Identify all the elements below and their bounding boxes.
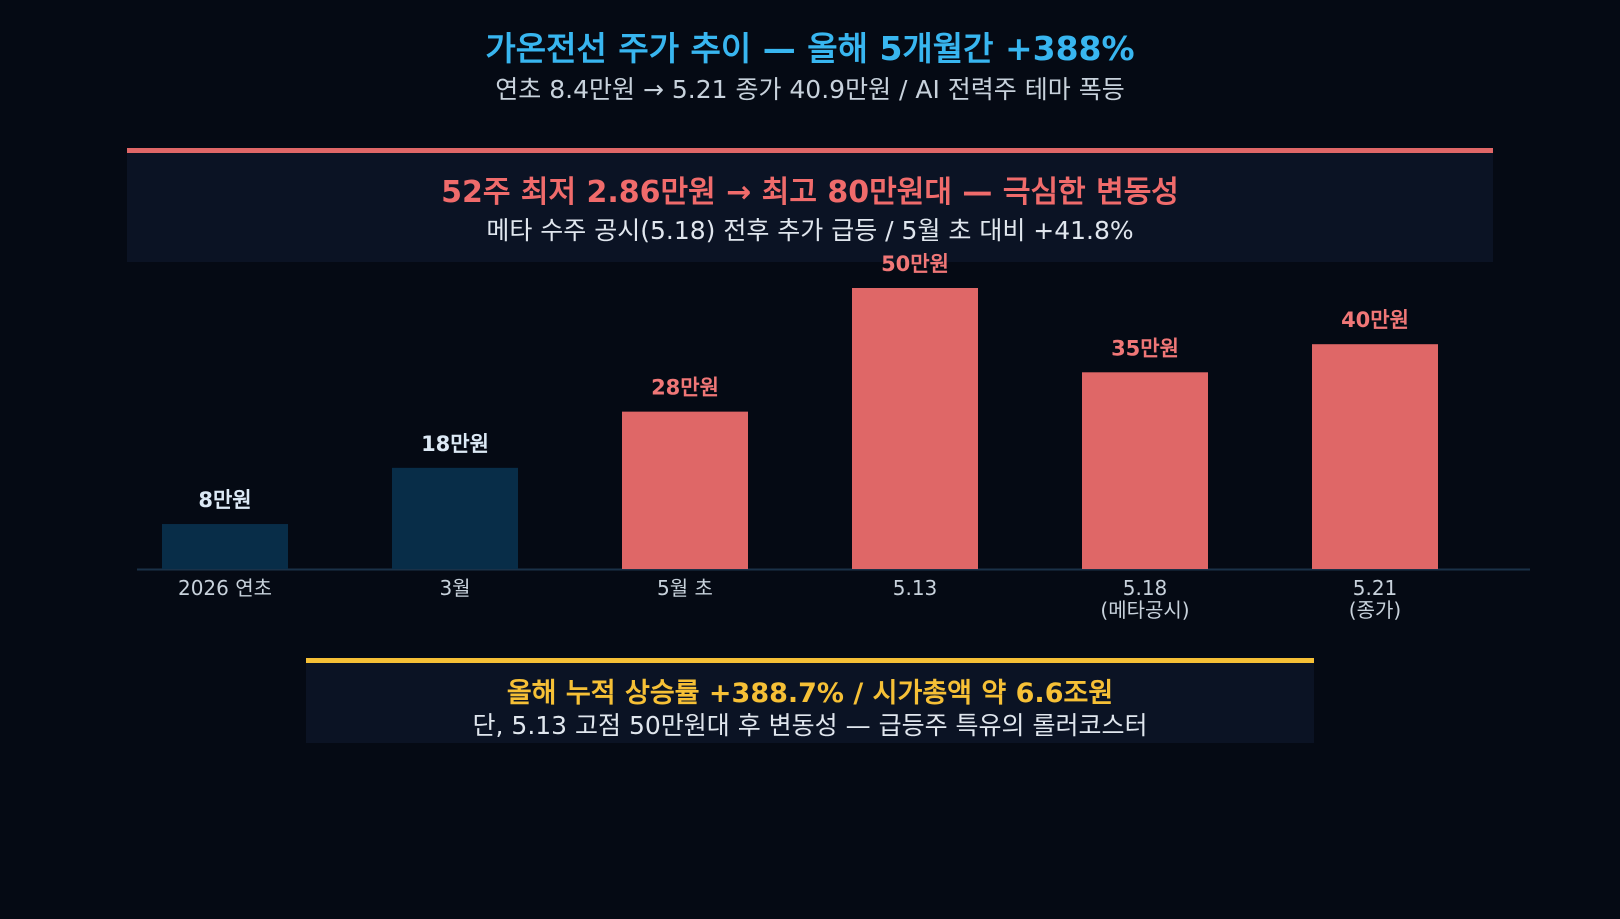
x-tick-label-4-line-1: (메타공시) bbox=[1100, 598, 1189, 622]
x-tick-label-0: 2026 연초 bbox=[178, 576, 272, 600]
x-tick-label-5: 5.21 bbox=[1353, 576, 1398, 600]
x-tick-label-1: 3월 bbox=[439, 576, 470, 600]
bar-4 bbox=[1082, 372, 1208, 569]
summary-box-subtitle: 단, 5.13 고점 50만원대 후 변동성 — 급등주 특유의 롤러코스터 bbox=[472, 711, 1148, 740]
data-label-3: 50만원 bbox=[881, 252, 949, 276]
bar-5 bbox=[1312, 344, 1438, 569]
highlight-box-title: 52주 최저 2.86만원 → 최고 80만원대 — 극심한 변동성 bbox=[441, 175, 1179, 210]
data-label-0: 8만원 bbox=[198, 488, 251, 512]
chart-subtitle: 연초 8.4만원 → 5.21 종가 40.9만원 / AI 전력주 테마 폭등 bbox=[495, 75, 1125, 104]
data-label-1: 18만원 bbox=[421, 432, 489, 456]
data-label-2: 28만원 bbox=[651, 376, 719, 400]
bar-3 bbox=[852, 288, 978, 569]
x-tick-label-2: 5월 초 bbox=[657, 576, 713, 600]
x-tick-label-5-line-1: (종가) bbox=[1349, 598, 1401, 622]
highlight-box: 52주 최저 2.86만원 → 최고 80만원대 — 극심한 변동성 메타 수주… bbox=[127, 148, 1493, 262]
chart-title: 가온전선 주가 추이 — 올해 5개월간 +388% bbox=[485, 29, 1135, 68]
highlight-box-subtitle: 메타 수주 공시(5.18) 전후 추가 급등 / 5월 초 대비 +41.8% bbox=[486, 216, 1134, 245]
data-label-5: 40만원 bbox=[1341, 308, 1409, 332]
summary-box-title: 올해 누적 상승률 +388.7% / 시가총액 약 6.6조원 bbox=[506, 678, 1114, 709]
bar-1 bbox=[392, 467, 518, 569]
bar-2 bbox=[622, 411, 748, 569]
data-label-4: 35만원 bbox=[1111, 336, 1179, 360]
x-tick-label-4: 5.18 bbox=[1123, 576, 1168, 600]
bar-0 bbox=[162, 524, 288, 569]
x-tick-label-3: 5.13 bbox=[893, 576, 938, 600]
summary-box: 올해 누적 상승률 +388.7% / 시가총액 약 6.6조원 단, 5.13… bbox=[306, 658, 1314, 743]
